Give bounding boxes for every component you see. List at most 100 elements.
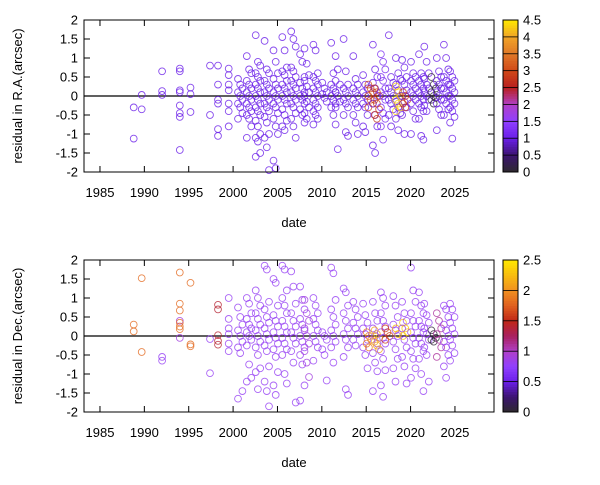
- colorbar-band: [503, 121, 518, 125]
- data-point: [407, 347, 415, 356]
- data-point: [365, 343, 373, 352]
- data-point: [383, 328, 392, 337]
- data-point: [254, 73, 262, 81]
- colorbar-tick-label: 0.5: [523, 374, 541, 389]
- data-point: [344, 80, 352, 89]
- data-point: [289, 358, 298, 367]
- colorbar-band: [503, 128, 518, 132]
- data-point: [432, 309, 441, 318]
- colorbar-tick-label: 1.5: [523, 313, 541, 328]
- data-point: [344, 132, 352, 140]
- data-point: [333, 65, 342, 74]
- data-point: [300, 381, 309, 390]
- data-point: [329, 269, 338, 278]
- data-point: [437, 324, 446, 333]
- data-point: [432, 88, 441, 97]
- colorbar-band: [503, 55, 518, 59]
- data-point: [415, 288, 423, 297]
- data-point: [282, 63, 291, 72]
- colorbar-band: [503, 68, 518, 72]
- data-point: [349, 297, 358, 306]
- data-point: [371, 65, 379, 74]
- data-point: [432, 76, 441, 85]
- data-point: [224, 86, 233, 95]
- data-point: [415, 99, 423, 108]
- dec-residual-plot: 1985 1990 1995 2000 2005 2010 2015 2020 202521.5…: [10, 253, 541, 471]
- data-point: [381, 339, 390, 348]
- data-point: [351, 118, 360, 127]
- data-point: [366, 95, 375, 104]
- data-point: [305, 103, 313, 112]
- colorbar-band: [503, 351, 518, 355]
- x-tick-label: 1985: [86, 185, 115, 200]
- data-point: [381, 335, 390, 344]
- colorbar-band: [503, 93, 518, 97]
- data-point: [398, 324, 406, 333]
- y-tick-label: 2: [71, 253, 78, 268]
- data-point: [313, 326, 322, 335]
- data-point: [206, 111, 214, 119]
- data-point: [432, 353, 441, 361]
- data-point: [224, 64, 233, 73]
- data-point: [256, 337, 265, 346]
- data-point: [175, 64, 184, 73]
- data-point: [363, 364, 372, 373]
- data-point: [409, 107, 418, 116]
- y-tick-label: 1.5: [60, 272, 78, 287]
- data-point: [341, 128, 350, 136]
- data-point: [369, 141, 377, 150]
- data-point: [401, 92, 410, 100]
- data-point: [318, 328, 327, 337]
- data-point: [344, 301, 352, 310]
- data-point: [254, 385, 262, 394]
- colorbar-band: [503, 260, 518, 263]
- data-point: [339, 284, 348, 293]
- data-point: [251, 286, 260, 295]
- data-point: [429, 337, 438, 346]
- data-point: [392, 114, 400, 123]
- data-point: [296, 92, 304, 100]
- data-point: [318, 90, 327, 98]
- data-point: [331, 103, 340, 112]
- data-point: [278, 80, 287, 89]
- data-point: [287, 99, 296, 108]
- colorbar-band: [503, 22, 518, 26]
- data-point: [265, 130, 273, 138]
- data-point: [327, 305, 336, 314]
- data-point: [446, 92, 454, 100]
- data-point: [339, 35, 348, 43]
- data-point: [300, 296, 309, 304]
- data-point: [287, 63, 296, 72]
- data-point: [291, 42, 300, 51]
- colorbar-band: [503, 305, 518, 309]
- data-point: [291, 133, 300, 142]
- colorbar-band: [503, 78, 518, 82]
- colorbar-band: [503, 141, 518, 145]
- data-point: [359, 299, 367, 308]
- data-point: [427, 326, 436, 335]
- colorbar-band: [503, 399, 518, 403]
- data-point: [427, 88, 436, 97]
- data-point: [341, 88, 350, 97]
- data-point: [379, 92, 387, 100]
- data-point: [373, 114, 381, 123]
- data-point: [336, 80, 344, 89]
- data-point: [247, 373, 256, 382]
- data-point: [442, 305, 450, 314]
- data-point: [224, 80, 233, 89]
- data-point: [331, 52, 340, 60]
- data-point: [440, 73, 448, 81]
- data-point: [373, 316, 382, 325]
- data-point: [420, 299, 429, 308]
- data-point: [254, 95, 262, 104]
- data-point: [361, 128, 370, 136]
- colorbar-band: [503, 101, 518, 104]
- data-point: [256, 88, 265, 97]
- data-point: [437, 95, 446, 104]
- colorbar-tick-label: 3: [523, 63, 530, 78]
- data-point: [300, 118, 309, 127]
- data-point: [361, 103, 370, 112]
- data-point: [302, 309, 311, 318]
- data-point: [344, 343, 352, 352]
- data-point: [158, 67, 166, 76]
